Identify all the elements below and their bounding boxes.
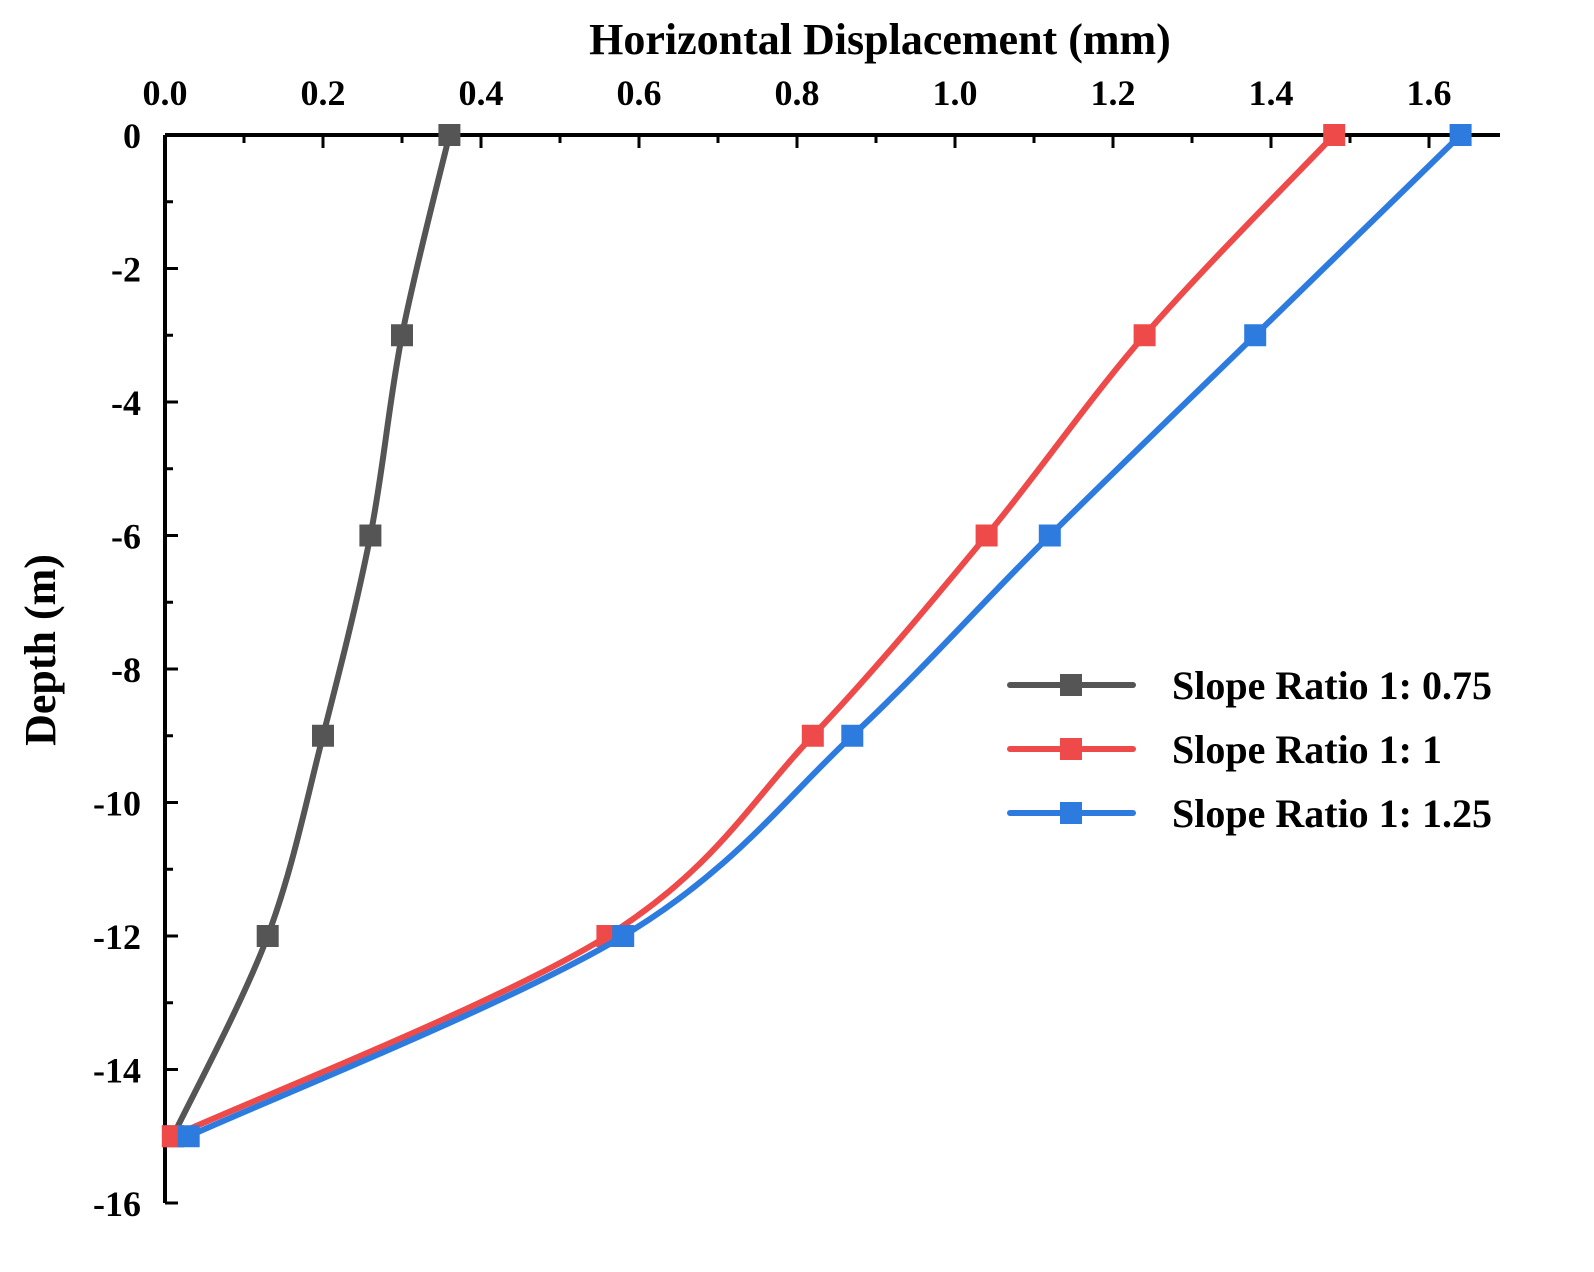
data-point-marker [391,324,413,347]
series-2 [161,124,1346,1148]
data-point-marker [612,925,635,947]
x-tick-label: 0.2 [301,73,346,113]
legend-swatch-marker [1060,674,1082,696]
x-tick-label: 1.0 [933,73,978,113]
data-point-marker [1038,524,1061,547]
data-point-marker [841,724,864,747]
series-3 [177,124,1472,1148]
y-tick-label: -16 [93,1184,141,1224]
y-tick-label: -6 [111,517,141,557]
y-tick-label: 0 [123,116,141,156]
data-point-marker [438,124,461,146]
data-point-marker [1323,124,1346,146]
legend-item: Slope Ratio 1: 1 [1007,727,1442,772]
legend-label: Slope Ratio 1: 1 [1172,727,1442,772]
x-axis-title: Horizontal Displacement (mm) [589,15,1171,64]
x-tick-label: 0.4 [459,73,504,113]
series-layer [161,124,1472,1148]
axes: 0.0 0.2 0.4 0.6 0.8 1.0 1.2 1.4 1.6 0 -2 -4 -6 -8 -10 -… [93,73,1500,1224]
y-axis-title: Depth (m) [16,554,65,746]
data-point-marker [359,524,382,547]
data-point-marker [177,1125,200,1148]
x-tick-label: 0.6 [617,73,662,113]
x-tick-label: 1.6 [1407,73,1452,113]
x-tick-label: 1.4 [1249,73,1294,113]
y-tick-label: -12 [93,917,141,957]
data-point-marker [1449,124,1472,146]
data-point-marker [975,524,998,547]
x-tick-label: 1.2 [1091,73,1136,113]
x-tick-label: 0.8 [775,73,820,113]
x-tick-label: 0.0 [143,73,188,113]
legend-item: Slope Ratio 1: 1.25 [1007,791,1492,836]
legend-label: Slope Ratio 1: 0.75 [1172,663,1492,708]
y-tick-label: -8 [111,650,141,690]
data-point-marker [312,724,334,747]
series-line [169,132,1338,1140]
series-line [169,132,453,1140]
legend: Slope Ratio 1: 0.75 Slope Ratio 1: 1 Slope… [1007,663,1492,836]
series-1 [161,124,461,1148]
y-tick-label: -10 [93,784,141,824]
data-point-marker [1133,324,1156,347]
legend-swatch-marker [1060,738,1082,760]
y-tick-label: -4 [111,383,141,423]
series-line [185,132,1464,1140]
y-tick-label: -14 [93,1051,141,1091]
data-point-marker [1244,324,1267,347]
y-tick-label: -2 [111,250,141,290]
legend-item: Slope Ratio 1: 0.75 [1007,663,1492,708]
legend-label: Slope Ratio 1: 1.25 [1172,791,1492,836]
data-point-marker [801,724,824,747]
legend-swatch-marker [1060,802,1082,824]
data-point-marker [256,925,279,947]
